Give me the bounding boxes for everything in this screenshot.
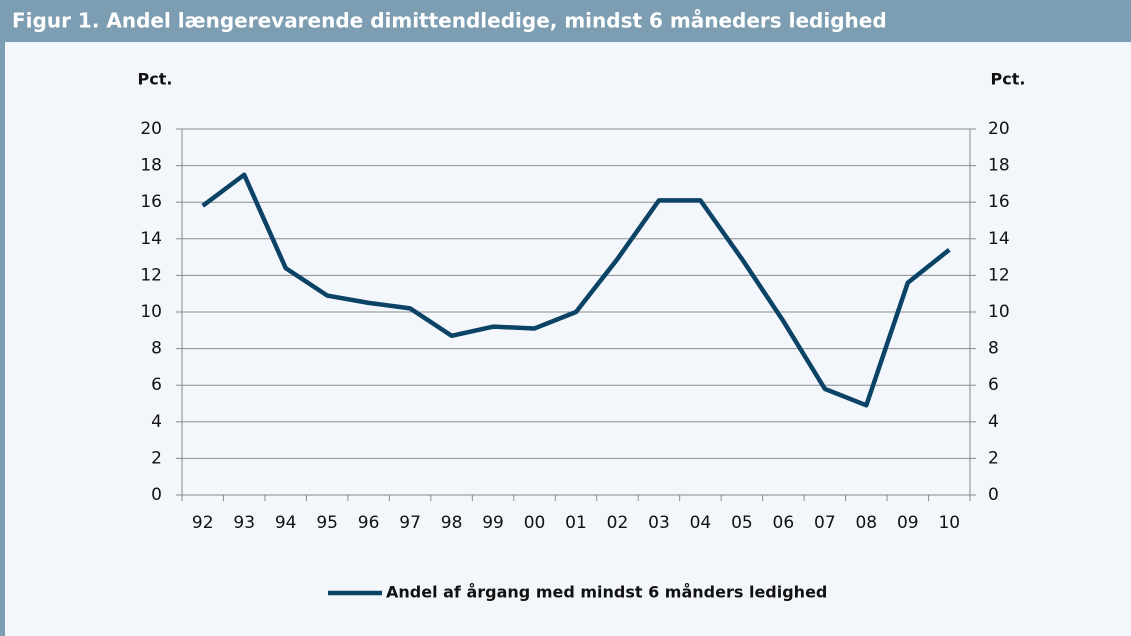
x-tick-label: 97 — [399, 513, 421, 533]
y-tick-label: 2 — [151, 448, 162, 468]
x-tick-label: 92 — [192, 513, 214, 533]
y2-tick-label: 14 — [988, 229, 1010, 249]
x-tick-label: 94 — [275, 513, 297, 533]
x-tick-label: 99 — [482, 513, 504, 533]
chart-title: Figur 1. Andel længerevarende dimittendl… — [12, 9, 887, 33]
y2-tick-label: 4 — [988, 412, 999, 432]
y2-tick-label: 16 — [988, 192, 1010, 212]
title-bar — [0, 0, 1131, 42]
x-tick-label: 03 — [648, 513, 670, 533]
y-tick-label: 0 — [151, 485, 162, 505]
y-tick-label: 8 — [151, 339, 162, 359]
y-tick-label: 20 — [140, 119, 162, 139]
y2-tick-label: 10 — [988, 302, 1010, 322]
y2-tick-label: 2 — [988, 448, 999, 468]
y-tick-label: 4 — [151, 412, 162, 432]
y-tick-label: 10 — [140, 302, 162, 322]
data-line — [201, 172, 951, 408]
y2-tick-label: 12 — [988, 265, 1010, 285]
x-tick-label: 98 — [441, 513, 463, 533]
x-tick-label: 10 — [938, 513, 960, 533]
y2-tick-label: 18 — [988, 156, 1010, 176]
x-tick-label: 09 — [897, 513, 919, 533]
y-tick-label: 6 — [151, 375, 162, 395]
y2-tick-label: 8 — [988, 339, 999, 359]
x-tick-label: 02 — [607, 513, 629, 533]
x-tick-label: 06 — [773, 513, 795, 533]
x-tick-label: 05 — [731, 513, 753, 533]
left-border — [0, 42, 5, 636]
x-tick-label: 00 — [524, 513, 546, 533]
x-tick-label: 96 — [358, 513, 380, 533]
y-tick-label: 18 — [140, 156, 162, 176]
x-tick-label: 93 — [233, 513, 255, 533]
y2-tick-label: 0 — [988, 485, 999, 505]
y-tick-label: 16 — [140, 192, 162, 212]
y2-tick-label: 6 — [988, 375, 999, 395]
x-tick-label: 04 — [690, 513, 712, 533]
y-tick-label: 12 — [140, 265, 162, 285]
x-tick-label: 07 — [814, 513, 836, 533]
y2-tick-label: 20 — [988, 119, 1010, 139]
x-tick-label: 01 — [565, 513, 587, 533]
legend-label: Andel af årgang med mindst 6 månders led… — [386, 583, 827, 602]
x-tick-label: 08 — [855, 513, 877, 533]
y-tick-label: 14 — [140, 229, 162, 249]
y2-axis-label: Pct. — [991, 70, 1026, 89]
y-axis-label: Pct. — [138, 70, 173, 89]
x-tick-label: 95 — [316, 513, 338, 533]
